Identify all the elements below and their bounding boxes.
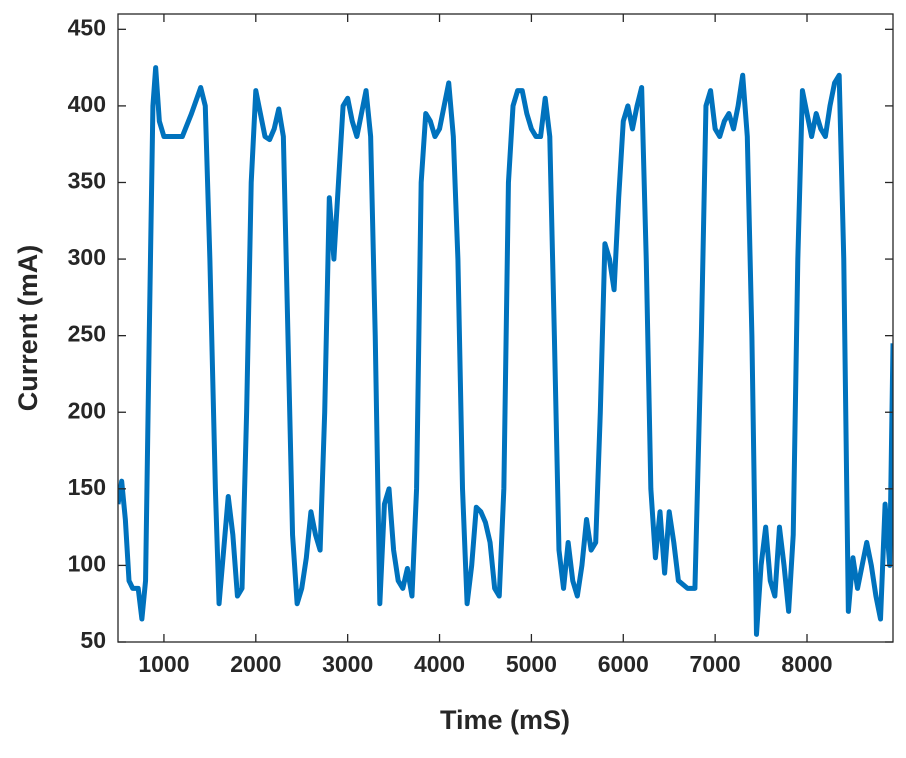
x-tick-label: 7000 [690, 651, 741, 677]
y-tick-label: 450 [68, 14, 106, 40]
y-tick-label: 200 [68, 397, 106, 423]
x-tick-label: 2000 [230, 651, 281, 677]
x-tick-label: 8000 [781, 651, 832, 677]
y-tick-label: 100 [68, 550, 106, 576]
y-tick-label: 250 [68, 321, 106, 347]
y-tick-label: 400 [68, 91, 106, 117]
x-tick-label: 4000 [414, 651, 465, 677]
x-tick-label: 3000 [322, 651, 373, 677]
x-tick-label: 1000 [138, 651, 189, 677]
axes-box [117, 13, 894, 643]
data-line [118, 65, 893, 637]
x-tick-label: 6000 [598, 651, 649, 677]
y-axis-label: Current (mA) [13, 245, 43, 412]
x-tick-label: 5000 [506, 651, 557, 677]
y-tick-label: 150 [68, 474, 106, 500]
y-tick-label: 50 [80, 627, 106, 653]
y-tick-label: 300 [68, 244, 106, 270]
y-tick-label: 350 [68, 168, 106, 194]
x-axis-label: Time (mS) [440, 705, 570, 735]
